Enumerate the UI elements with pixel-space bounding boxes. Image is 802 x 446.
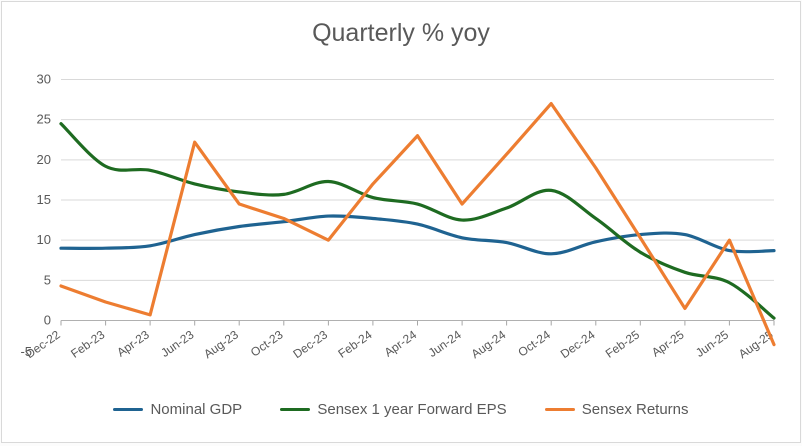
svg-text:30: 30 <box>37 72 51 87</box>
svg-text:Feb-24: Feb-24 <box>335 327 374 360</box>
svg-text:Apr-24: Apr-24 <box>382 327 420 359</box>
svg-text:Jun-24: Jun-24 <box>426 327 464 360</box>
svg-text:Oct-24: Oct-24 <box>515 327 553 359</box>
svg-text:20: 20 <box>37 152 51 167</box>
svg-text:Feb-23: Feb-23 <box>68 327 107 360</box>
svg-text:10: 10 <box>37 232 51 247</box>
svg-text:Oct-23: Oct-23 <box>248 327 286 359</box>
svg-text:Apr-23: Apr-23 <box>114 327 152 359</box>
svg-text:Aug-23: Aug-23 <box>201 327 241 361</box>
svg-text:Feb-25: Feb-25 <box>603 327 642 360</box>
svg-text:Dec-24: Dec-24 <box>558 327 598 361</box>
svg-text:Jun-23: Jun-23 <box>158 327 196 360</box>
svg-text:Aug-24: Aug-24 <box>469 327 509 361</box>
svg-text:25: 25 <box>37 112 51 127</box>
svg-text:0: 0 <box>44 313 51 328</box>
svg-text:5: 5 <box>44 272 51 287</box>
svg-text:15: 15 <box>37 192 51 207</box>
svg-text:Jun-25: Jun-25 <box>693 327 731 360</box>
svg-text:Apr-25: Apr-25 <box>649 327 687 359</box>
svg-text:Dec-23: Dec-23 <box>290 327 330 361</box>
